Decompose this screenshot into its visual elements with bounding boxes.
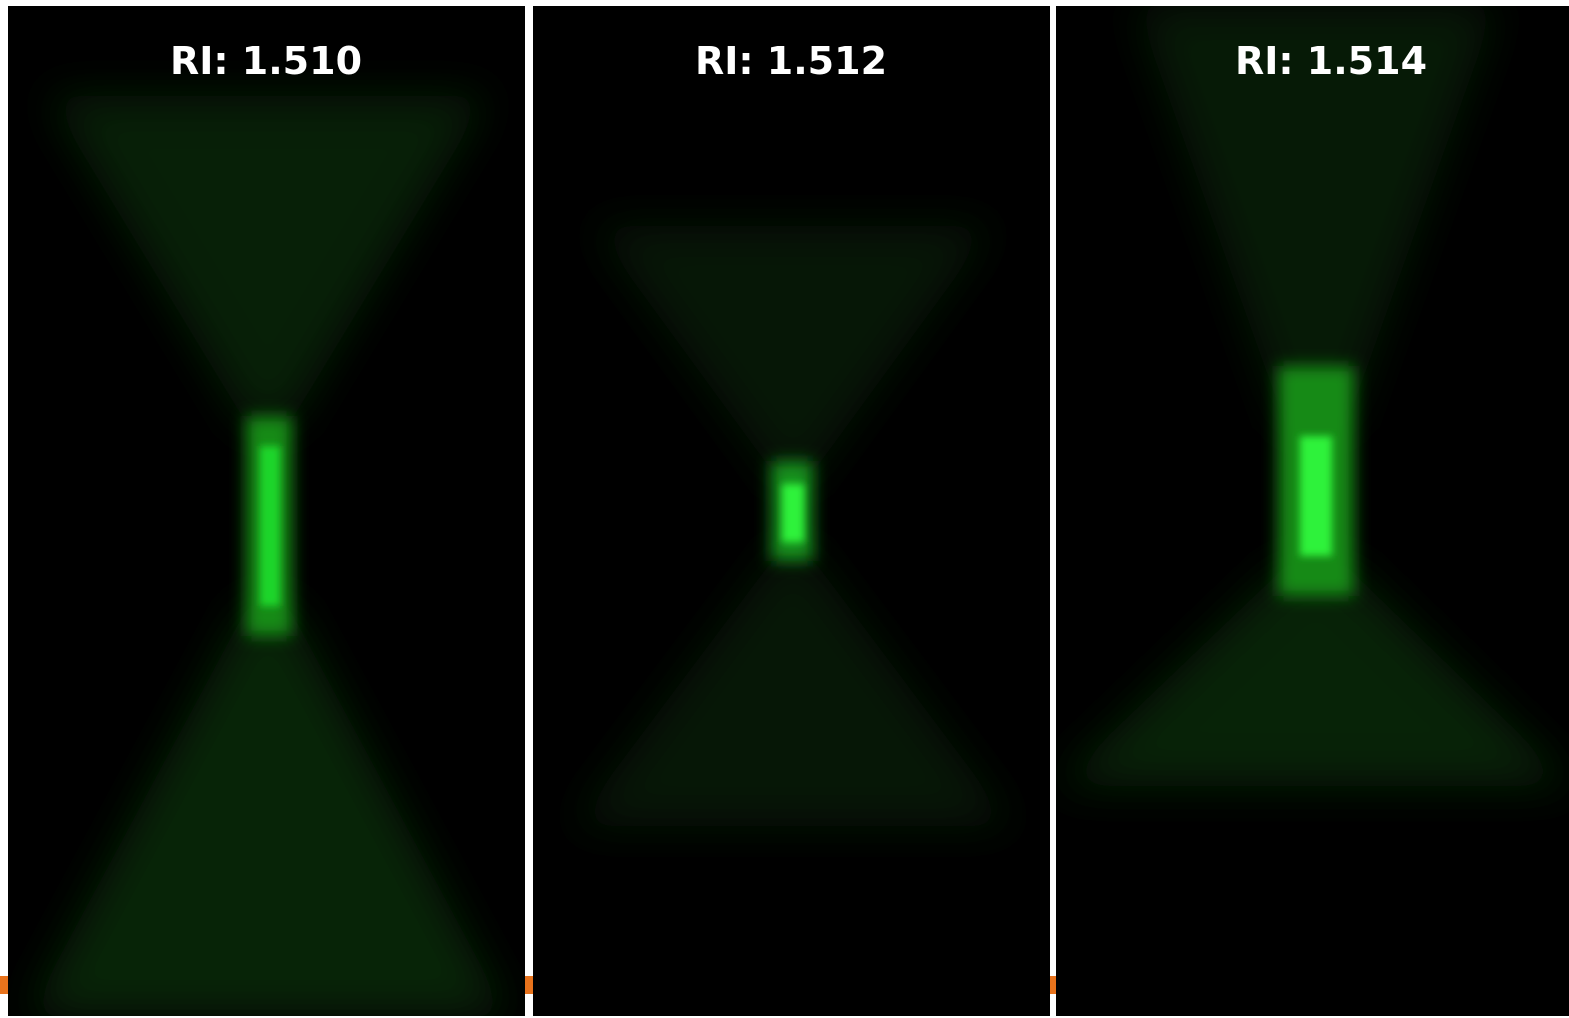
psf-panel: RI: 1.514 [1056, 6, 1569, 1016]
panel-label: RI: 1.514 [1235, 39, 1427, 83]
figure: RI: 1.510 RI: 1.512 RI: 1.514 [0, 0, 1569, 1018]
glow [28, 96, 508, 1016]
glow [1056, 6, 1569, 786]
panel-label: RI: 1.510 [170, 39, 362, 83]
panel-label: RI: 1.512 [695, 39, 887, 83]
psf-panel: RI: 1.512 [533, 6, 1050, 1016]
glow [573, 226, 1013, 826]
psf-panel: RI: 1.510 [8, 6, 525, 1016]
